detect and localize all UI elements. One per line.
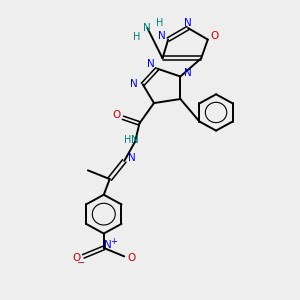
Text: N: N [184,68,191,78]
Text: N: N [130,79,138,89]
Text: N: N [104,240,112,250]
Text: N: N [130,135,138,145]
Text: +: + [110,236,117,245]
Text: H: H [133,32,140,42]
Text: N: N [158,32,166,41]
Text: −: − [77,258,85,268]
Text: H: H [156,18,163,28]
Text: H: H [124,135,132,145]
Text: N: N [184,18,192,28]
Text: O: O [113,110,121,120]
Text: N: N [147,59,155,69]
Text: O: O [128,253,136,263]
Text: N: N [128,153,135,163]
Text: O: O [210,32,218,41]
Text: O: O [72,253,80,263]
Text: N: N [143,23,151,33]
